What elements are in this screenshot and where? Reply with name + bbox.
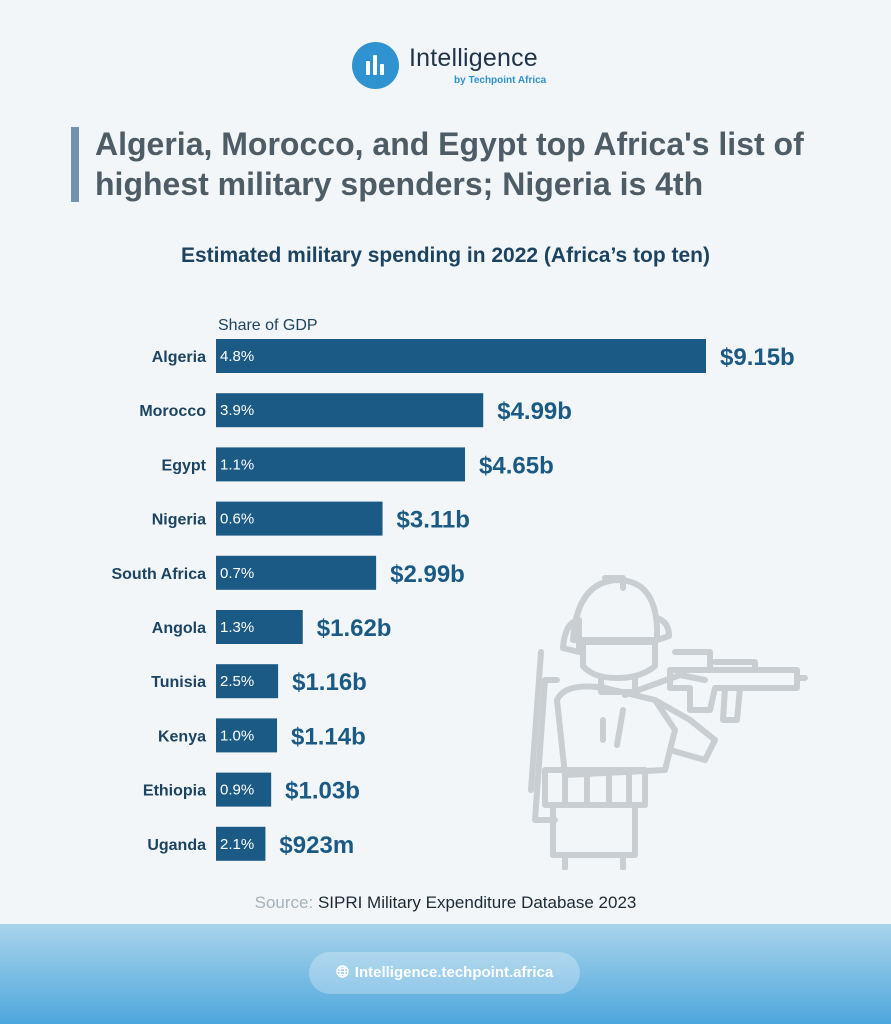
bar-chart-icon: [352, 42, 399, 89]
bar-kenya: [216, 718, 278, 753]
category-label-nigeria: Nigeria: [152, 512, 206, 529]
bar-algeria: [216, 339, 706, 373]
value-label-algeria: $9.15b: [720, 344, 795, 371]
website-url: Intelligence.techpoint.africa: [354, 964, 554, 981]
source-note: Source: SIPRI Military Expenditure Datab…: [0, 893, 891, 913]
value-label-egypt: $4.65b: [479, 452, 554, 479]
footer: Intelligence.techpoint.africa: [0, 924, 891, 1024]
category-label-tunisia: Tunisia: [151, 674, 206, 691]
bar-tunisia: [216, 664, 279, 699]
bar-morocco: [216, 393, 484, 428]
value-label-kenya: $1.14b: [291, 723, 366, 750]
source-text: SIPRI Military Expenditure Database 2023: [317, 893, 637, 912]
category-label-kenya: Kenya: [158, 728, 206, 745]
share-label-egypt: 1.1%: [220, 456, 254, 473]
share-label-kenya: 1.0%: [220, 727, 254, 744]
bar-uganda: [216, 826, 266, 861]
soldier-icon: [528, 575, 808, 870]
category-label-ethiopia: Ethiopia: [143, 783, 206, 800]
share-label-algeria: 4.8%: [220, 348, 254, 365]
share-label-nigeria: 0.6%: [220, 511, 254, 528]
share-label-uganda: 2.1%: [220, 836, 254, 853]
value-label-south-africa: $2.99b: [390, 561, 465, 588]
value-label-morocco: $4.99b: [497, 398, 572, 425]
globe-icon: [336, 965, 349, 978]
category-label-morocco: Morocco: [139, 403, 206, 420]
brand-sub: by Techpoint Africa: [454, 75, 547, 86]
category-label-south-africa: South Africa: [111, 566, 206, 583]
bar-chart: Algeria 4.8% $9.15b Morocco 3.9% $4.99b Egypt 1…: [111, 339, 795, 861]
value-label-angola: $1.62b: [317, 615, 392, 642]
page-headline: Algeria, Morocco, and Egypt top Africa's…: [95, 126, 804, 202]
headline-accent-bar: [71, 127, 79, 202]
share-label-ethiopia: 0.9%: [220, 782, 254, 799]
bar-ethiopia: [216, 772, 272, 807]
bar-angola: [216, 610, 303, 644]
share-label-south-africa: 0.7%: [220, 565, 254, 582]
brand-name: Intelligence: [409, 44, 538, 72]
bar-egypt: [216, 447, 466, 482]
value-label-ethiopia: $1.03b: [285, 778, 360, 805]
source-label: Source:: [254, 893, 314, 912]
category-label-uganda: Uganda: [147, 837, 206, 854]
value-label-tunisia: $1.16b: [292, 669, 367, 696]
category-label-angola: Angola: [152, 620, 206, 637]
bar-nigeria: [216, 501, 383, 536]
value-label-nigeria: $3.11b: [397, 507, 470, 534]
category-label-egypt: Egypt: [162, 457, 207, 474]
share-label-tunisia: 2.5%: [220, 673, 254, 690]
category-label-algeria: Algeria: [152, 349, 206, 366]
bar-south-africa: [216, 555, 377, 590]
share-label-angola: 1.3%: [220, 619, 254, 636]
share-label-morocco: 3.9%: [220, 402, 254, 419]
share-of-gdp-label: Share of GDP: [218, 317, 318, 334]
brand-logo: Intelligence by Techpoint Africa: [352, 42, 552, 90]
website-link[interactable]: Intelligence.techpoint.africa: [309, 952, 580, 994]
chart-title: Estimated military spending in 2022 (Afr…: [180, 244, 710, 267]
value-label-uganda: $923m: [279, 832, 354, 859]
